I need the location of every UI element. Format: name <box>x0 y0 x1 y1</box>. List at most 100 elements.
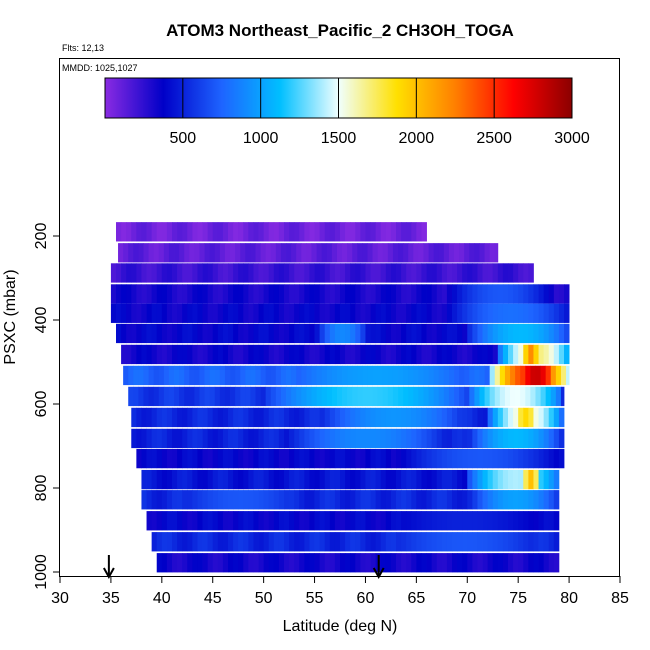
heatmap-cell <box>387 243 394 263</box>
heatmap-cell <box>253 532 259 552</box>
heatmap-cell <box>265 365 272 386</box>
heatmap-cell <box>477 263 483 283</box>
heatmap-cell <box>202 303 209 323</box>
heatmap-cell <box>370 532 377 552</box>
heatmap-cell <box>207 511 214 531</box>
heatmap-cell <box>421 448 427 469</box>
heatmap-cell <box>329 222 336 242</box>
heatmap-cell <box>299 469 305 490</box>
heatmap-cell <box>436 344 443 365</box>
heatmap-cell <box>255 365 261 386</box>
heatmap-cell <box>314 323 321 344</box>
heatmap-cell <box>156 553 163 573</box>
heatmap-cell <box>177 469 183 490</box>
heatmap-cell <box>523 490 529 510</box>
heatmap-cell <box>273 284 280 304</box>
heatmap-cell <box>258 303 265 323</box>
heatmap-cell <box>148 243 155 263</box>
heatmap-cell <box>294 263 300 283</box>
heatmap-cell <box>528 469 534 490</box>
heatmap-cell <box>187 428 193 449</box>
heatmap-cell <box>482 428 489 449</box>
heatmap-cell <box>161 511 168 531</box>
heatmap-cell <box>121 263 127 283</box>
heatmap-cell <box>141 263 147 283</box>
heatmap-cell <box>296 386 302 407</box>
heatmap-cell <box>426 344 433 365</box>
heatmap-cell <box>446 323 453 344</box>
heatmap-cell <box>212 428 219 449</box>
colorbar-tick-label: 1000 <box>243 130 279 147</box>
heatmap-cell <box>306 243 312 263</box>
heatmap-cell <box>345 553 351 573</box>
heatmap-cell <box>416 469 422 490</box>
heatmap-cell <box>538 303 545 323</box>
heatmap-cell <box>235 243 241 263</box>
heatmap-cell <box>487 263 494 283</box>
heatmap-cell <box>289 284 295 304</box>
heatmap-cell <box>273 323 280 344</box>
heatmap-cell <box>385 448 392 469</box>
heatmap-cell <box>508 469 514 490</box>
heatmap-cell <box>273 407 280 428</box>
heatmap-cell <box>131 303 137 323</box>
heatmap-cell <box>396 448 402 469</box>
heatmap-cell <box>528 407 534 428</box>
heatmap-cell <box>329 263 336 283</box>
heatmap-cell <box>179 365 185 386</box>
heatmap-cell <box>390 469 397 490</box>
heatmap-cell <box>401 428 407 449</box>
heatmap-cell <box>401 553 407 573</box>
heatmap-cell <box>248 469 254 490</box>
heatmap-cell <box>428 243 435 263</box>
heatmap-cell <box>472 323 478 344</box>
heatmap-cell <box>530 365 536 386</box>
heatmap-row <box>131 407 565 428</box>
heatmap-cell <box>304 448 310 469</box>
heatmap-cell <box>558 284 565 304</box>
heatmap-cell <box>153 365 160 386</box>
heatmap-cell <box>133 365 139 386</box>
heatmap-cell <box>360 344 366 365</box>
heatmap-cell <box>513 303 519 323</box>
heatmap-cell <box>273 469 280 490</box>
heatmap-cell <box>212 303 219 323</box>
heatmap-cell <box>523 511 529 531</box>
heatmap-cell <box>207 284 214 304</box>
heatmap-cell <box>462 490 468 510</box>
heatmap-cell <box>306 365 312 386</box>
heatmap-cell <box>273 490 280 510</box>
heatmap-cell <box>151 469 158 490</box>
heatmap-cell <box>431 469 438 490</box>
heatmap-cell <box>482 448 489 469</box>
x-axis-label: Latitude (deg N) <box>283 618 398 635</box>
heatmap-cell <box>163 386 170 407</box>
heatmap-cell <box>377 386 384 407</box>
heatmap-cell <box>370 490 377 510</box>
heatmap-cell <box>543 553 550 573</box>
heatmap-cell <box>553 469 560 490</box>
heatmap-cell <box>168 365 175 386</box>
heatmap-cell <box>492 511 499 531</box>
heatmap-cell <box>233 284 239 304</box>
heatmap-cell <box>370 263 377 283</box>
heatmap-cell <box>520 365 526 386</box>
heatmap-cell <box>538 284 545 304</box>
heatmap-cell <box>192 303 198 323</box>
heatmap-cell <box>263 469 270 490</box>
heatmap-cell <box>299 407 305 428</box>
heatmap-cell <box>334 469 341 490</box>
flight-arrow <box>102 555 115 580</box>
heatmap-cell <box>411 448 417 469</box>
x-tick-label: 85 <box>611 590 629 607</box>
heatmap-cell <box>268 469 275 490</box>
heatmap-cell <box>121 222 127 242</box>
heatmap-cell <box>457 428 463 449</box>
heatmap-cell <box>309 407 315 428</box>
heatmap-cell <box>340 532 346 552</box>
heatmap-cell <box>177 428 183 449</box>
heatmap-cell <box>345 263 351 283</box>
heatmap-cell <box>416 344 422 365</box>
heatmap-cell <box>258 323 265 344</box>
heatmap-cell <box>324 553 331 573</box>
